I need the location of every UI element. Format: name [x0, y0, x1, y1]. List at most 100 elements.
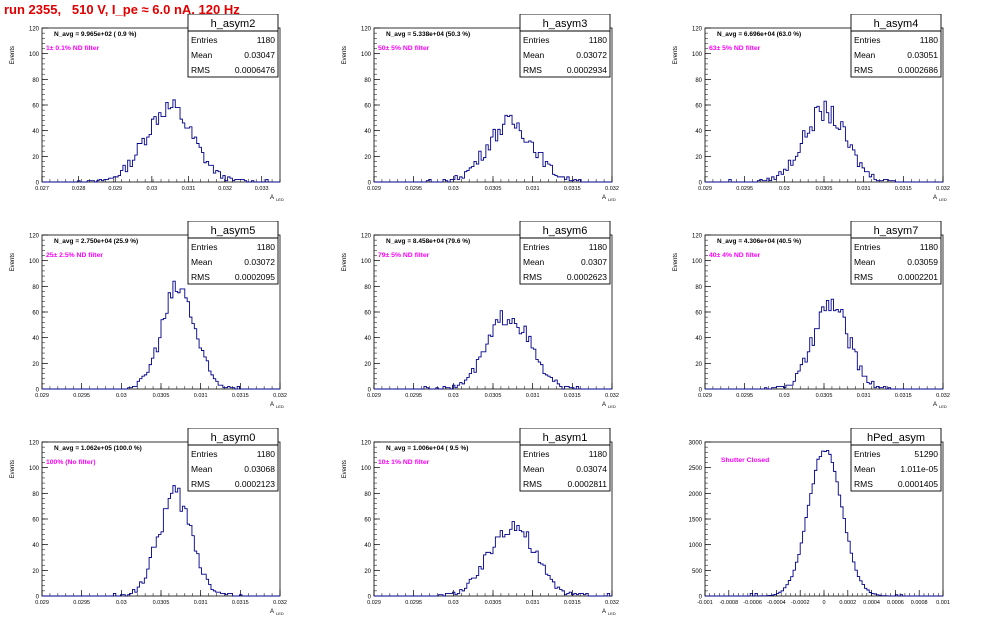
stats-value-entries: 1180	[920, 35, 939, 45]
y-axis-label: Events	[10, 253, 16, 271]
x-tick-label: 0.0004	[863, 600, 880, 606]
y-tick-label: 60	[364, 311, 371, 317]
x-tick-label: 0.0295	[405, 600, 422, 606]
stats-box	[850, 427, 942, 492]
x-tick-label: 0.0295	[73, 393, 90, 399]
x-axis-label-subscript: LED	[276, 404, 284, 409]
x-tick-label: 0.033	[255, 186, 269, 192]
y-tick-label: 20	[32, 569, 39, 575]
x-axis-label-subscript: LED	[276, 197, 284, 202]
x-tick-label: 0.03	[448, 393, 459, 399]
y-tick-label: 100	[361, 259, 372, 265]
y-tick-label: 80	[695, 285, 702, 291]
x-tick-label: -0.0004	[767, 600, 786, 606]
stats-box-title: h_asym3	[543, 18, 588, 30]
x-tick-label: 0.03	[448, 186, 459, 192]
x-tick-label: 0.001	[936, 600, 950, 606]
stats-value-mean: 0.03074	[576, 464, 607, 474]
y-tick-label: 120	[29, 441, 40, 447]
x-tick-label: 0.0295	[405, 393, 422, 399]
x-tick-label: 0.029	[698, 186, 712, 192]
x-axis-label: A	[270, 195, 274, 201]
y-tick-label: 0	[699, 595, 703, 601]
filter-annotation: 63± 5% ND filter	[709, 45, 761, 52]
x-axis-label: A	[602, 609, 606, 615]
filter-annotation: Shutter Closed	[721, 457, 769, 464]
x-tick-label: 0.0295	[736, 393, 753, 399]
navg-annotation: N_avg = 5.338e+04 (50.3 %)	[386, 31, 470, 38]
y-tick-label: 80	[364, 78, 371, 84]
y-tick-label: 100	[361, 466, 372, 472]
y-tick-label: 80	[32, 285, 39, 291]
x-tick-label: 0.0008	[911, 600, 928, 606]
y-tick-label: 20	[364, 569, 371, 575]
y-axis-label: Events	[342, 46, 348, 64]
stats-value-entries: 1180	[257, 35, 276, 45]
x-tick-label: 0.029	[367, 600, 381, 606]
x-tick-label: 0.032	[936, 393, 950, 399]
histogram-panel-hPed_asym: 0 500 1000 1500 2000 2500 3000 -0.001 -0.0008 -0.…	[663, 427, 993, 620]
navg-annotation: N_avg = 1.062e+05 (100.0 %)	[54, 445, 142, 452]
y-tick-label: 20	[695, 362, 702, 368]
y-axis-label: Events	[342, 460, 348, 478]
x-tick-label: 0.029	[108, 186, 122, 192]
y-tick-label: 1000	[689, 543, 703, 549]
filter-annotation: 25± 2.5% ND filter	[46, 252, 103, 259]
y-tick-label: 60	[32, 104, 39, 110]
y-axis-label: Events	[673, 46, 679, 64]
x-axis-label: A	[270, 402, 274, 408]
stats-label-rms: RMS	[523, 479, 542, 489]
stats-label-rms: RMS	[523, 65, 542, 75]
x-tick-label: -0.0008	[719, 600, 738, 606]
x-tick-label: 0.0295	[73, 600, 90, 606]
y-tick-label: 60	[695, 104, 702, 110]
x-tick-label: 0.032	[273, 600, 287, 606]
x-tick-label: 0.032	[605, 393, 619, 399]
x-tick-label: 0.0305	[485, 186, 502, 192]
stats-box-title: h_asym6	[543, 225, 588, 237]
histogram-series	[705, 100, 943, 183]
stats-label-mean: Mean	[191, 50, 213, 60]
stats-label-rms: RMS	[191, 479, 210, 489]
x-tick-label: 0.0305	[816, 186, 833, 192]
stats-box	[519, 220, 611, 285]
histogram-series	[42, 485, 280, 597]
x-tick-label: 0.0315	[564, 393, 581, 399]
stats-label-rms: RMS	[523, 272, 542, 282]
filter-annotation: 10± 1% ND filter	[378, 459, 430, 466]
filter-annotation: 50± 5% ND filter	[378, 45, 430, 52]
histogram-series	[374, 310, 612, 390]
x-tick-label: 0.032	[605, 186, 619, 192]
stats-label-entries: Entries	[191, 449, 217, 459]
y-tick-label: 20	[695, 155, 702, 161]
x-tick-label: 0.0305	[485, 393, 502, 399]
x-tick-label: 0.029	[367, 393, 381, 399]
histogram-svg: 0 20 40 60 80 100 120 0.029 0.0295 0.03 0.0305 0.03…	[10, 220, 287, 409]
stats-value-entries: 1180	[589, 449, 608, 459]
stats-label-rms: RMS	[854, 65, 873, 75]
y-tick-label: 2000	[689, 492, 703, 498]
histogram-panel-h_asym1: 0 20 40 60 80 100 120 0.029 0.0295 0.03 0.0305 0.03…	[332, 427, 662, 620]
stats-value-rms: 0.0001405	[898, 479, 938, 489]
y-axis-label: Events	[342, 253, 348, 271]
x-tick-label: 0.027	[35, 186, 49, 192]
x-axis-label-subscript: LED	[608, 197, 616, 202]
histogram-panel-h_asym2: 0 20 40 60 80 100 120 0.027 0.028 0.029 0.03 0.031 0…	[0, 13, 330, 206]
x-tick-label: 0.0006	[887, 600, 904, 606]
stats-value-mean: 0.03059	[907, 257, 938, 267]
x-tick-label: 0.0315	[895, 393, 912, 399]
y-tick-label: 120	[692, 234, 703, 240]
y-tick-label: 2500	[689, 466, 703, 472]
stats-value-rms: 0.0002934	[567, 65, 607, 75]
navg-annotation: N_avg = 2.750e+04 (25.9 %)	[54, 238, 138, 245]
stats-label-rms: RMS	[191, 272, 210, 282]
y-tick-label: 80	[364, 285, 371, 291]
stats-label-mean: Mean	[523, 464, 545, 474]
histogram-svg: 0 20 40 60 80 100 120 0.029 0.0295 0.03 0.0305 0.03…	[342, 13, 619, 202]
stats-box-title: h_asym7	[874, 225, 919, 237]
y-tick-label: 40	[32, 543, 39, 549]
y-tick-label: 40	[695, 336, 702, 342]
histogram-svg: 0 20 40 60 80 100 120 0.029 0.0295 0.03 0.0305 0.03…	[342, 427, 619, 616]
stats-value-entries: 51290	[914, 449, 938, 459]
x-axis-label: A	[602, 402, 606, 408]
